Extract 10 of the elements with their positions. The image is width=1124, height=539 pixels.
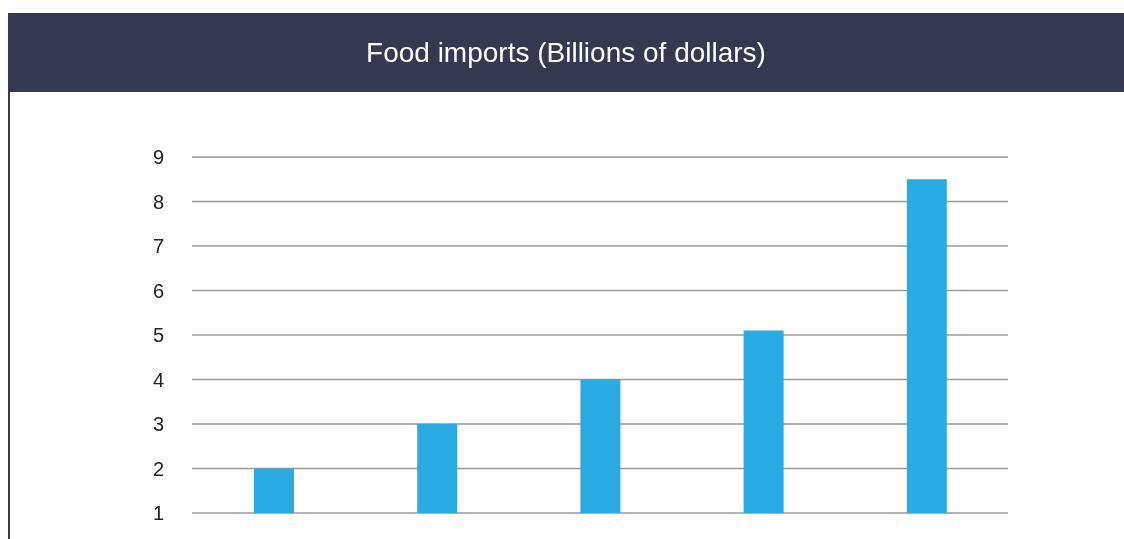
y-tick-label: 2: [152, 457, 164, 480]
y-tick-label: 8: [152, 190, 164, 213]
y-tick-label: 4: [152, 368, 164, 391]
y-tick-label: 1: [152, 502, 164, 525]
chart-title: Food imports (Billions of dollars): [366, 36, 766, 69]
y-tick-label: 6: [152, 279, 164, 302]
y-tick-label: 9: [152, 146, 164, 169]
y-tick-label: 5: [152, 324, 164, 347]
y-tick-label: 7: [152, 235, 164, 258]
y-tick-label: 3: [152, 413, 164, 436]
